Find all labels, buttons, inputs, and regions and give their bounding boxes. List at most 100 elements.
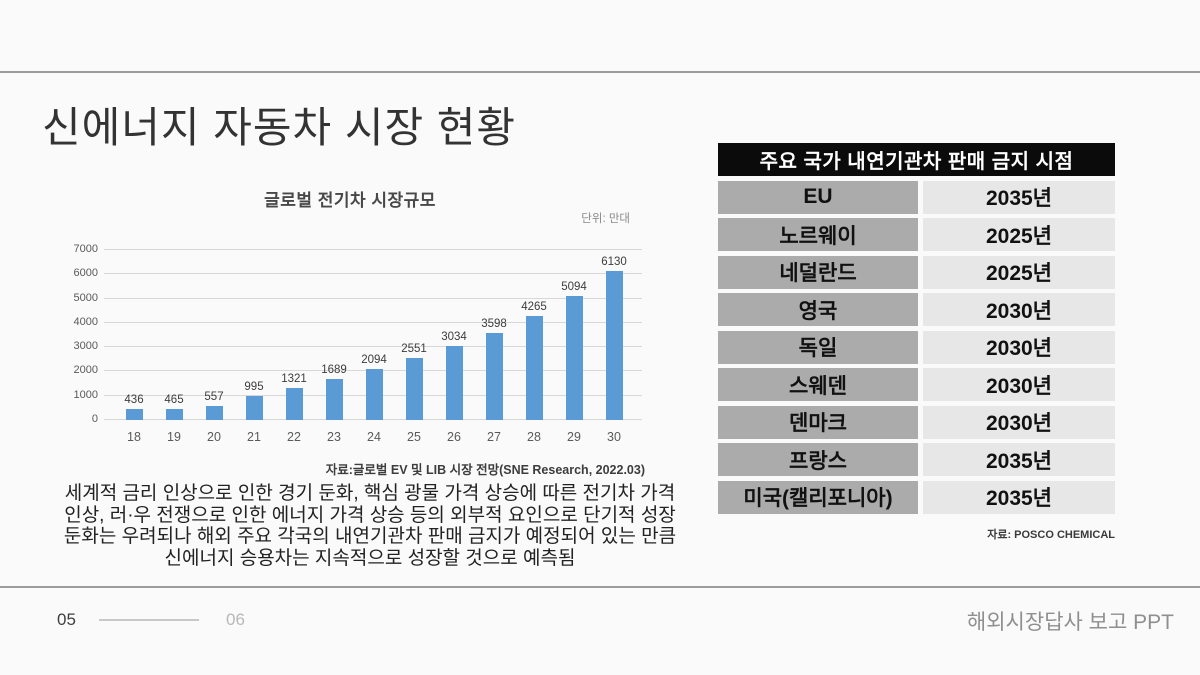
bar [485,332,503,420]
bottom-divider-line [0,586,1200,588]
bar [245,395,263,420]
table-row: 덴마크 2030년 [718,405,1115,439]
y-tick-label: 1000 [73,388,98,401]
bar [605,271,623,420]
bar-group: 1689 23 [314,250,354,444]
x-tick-label: 29 [567,430,581,444]
x-tick-label: 22 [287,430,301,444]
x-tick-label: 20 [207,430,221,444]
bar-value-label: 3034 [441,331,467,344]
x-tick-label: 19 [167,430,181,444]
table-row: 네덜란드 2025년 [718,255,1115,289]
gridline [104,346,642,348]
ice-ban-table: 주요 국가 내연기관차 판매 금지 시점 EU 2035년 노르웨이 2025년 네덜란… [718,143,1115,542]
bar-value-label: 436 [124,394,144,407]
chart-unit-label: 단위: 만대 [581,213,630,225]
bar-group: 465 19 [154,250,194,444]
year-cell: 2030년 [923,368,1115,401]
country-cell: 영국 [718,293,918,326]
x-tick-label: 27 [487,430,501,444]
x-tick-label: 25 [407,430,421,444]
bar-group: 1321 22 [274,250,314,444]
bar [165,408,183,420]
y-tick-label: 6000 [73,267,98,280]
x-tick-label: 21 [247,430,261,444]
bar-value-label: 995 [244,380,264,393]
y-tick-label: 2000 [73,364,98,377]
bar-group: 3598 27 [474,250,514,444]
bar-value-label: 6130 [601,256,627,269]
country-cell: 프랑스 [718,443,918,476]
bar-value-label: 3598 [481,317,507,330]
bar-value-label: 557 [204,391,224,404]
gridline [104,249,642,250]
y-tick-label: 4000 [73,315,98,328]
year-cell: 2025년 [923,218,1115,251]
page-number-next: 06 [226,610,245,629]
country-cell: 덴마크 [718,405,918,439]
table-header: 주요 국가 내연기관차 판매 금지 시점 [718,143,1115,176]
page-number-current: 05 [57,610,76,629]
table-row: 프랑스 2035년 [718,443,1115,476]
gridline [104,297,642,299]
chart-source-note: 자료:글로벌 EV 및 LIB 시장 전망(SNE Research, 2022… [325,463,645,477]
bar-group: 2551 25 [394,250,434,444]
x-tick-label: 28 [527,430,541,444]
bar [445,346,463,420]
table-source-note: 자료: POSCO CHEMICAL [987,528,1115,541]
bar-value-label: 5094 [561,281,587,294]
x-tick-label: 23 [327,430,341,444]
ev-market-bar-chart: 글로벌 전기차 시장규모 단위: 만대 0 1000 2000 3000 4000 500… [40,183,660,477]
bar-group: 2094 24 [354,250,394,444]
bar-value-label: 4265 [521,301,547,314]
x-tick-label: 26 [447,430,461,444]
year-cell: 2025년 [923,255,1115,289]
footer-doc-title: 해외시장답사 보고 PPT [966,611,1174,634]
year-cell: 2030년 [923,330,1115,364]
x-tick-label: 18 [127,430,141,444]
gridline [104,273,642,275]
bar [325,378,343,420]
year-cell: 2030년 [923,293,1115,326]
table-row: 영국 2030년 [718,293,1115,326]
table-row: 독일 2030년 [718,330,1115,364]
bar [405,358,423,420]
country-cell: 노르웨이 [718,218,918,251]
bar-value-label: 1689 [321,363,347,376]
bar-value-label: 1321 [281,372,307,385]
bar [125,409,143,420]
country-cell: 미국(캘리포니아) [718,480,918,514]
bar-value-label: 2094 [361,354,387,367]
bar-group: 557 20 [194,250,234,444]
bar-value-label: 465 [164,393,184,406]
bar-value-label: 2551 [401,343,427,356]
page-title: 신에너지 자동차 시장 현황 [42,104,517,151]
bar-group: 6130 30 [594,250,634,444]
bar-group: 4265 28 [514,250,554,444]
y-tick-label: 7000 [73,243,98,255]
x-tick-label: 24 [367,430,381,444]
country-cell: EU [718,180,918,214]
bar-group: 5094 29 [554,250,594,444]
commentary-text: 세계적 금리 인상으로 인한 경기 둔화, 핵심 광물 가격 상승에 따른 전기… [63,483,677,569]
table-row: EU 2035년 [718,180,1115,214]
page-number-divider-line [99,619,199,621]
y-tick-label: 5000 [73,291,98,304]
bar [285,387,303,420]
year-cell: 2035년 [923,480,1115,514]
table-body: EU 2035년 노르웨이 2025년 네덜란드 2025년 영국 2030년 독일 2030년 스… [718,180,1115,514]
top-divider-line [0,71,1200,73]
bar [205,406,223,420]
table-row: 노르웨이 2025년 [718,218,1115,251]
bar-group: 3034 26 [434,250,474,444]
chart-bars: 436 18 465 19 557 20 995 21 1321 22 1689 23 2094 24 25… [104,250,642,444]
y-tick-label: 0 [91,413,98,425]
chart-plot: 436 18 465 19 557 20 995 21 1321 22 1689 23 2094 24 25… [104,249,642,444]
x-tick-label: 30 [607,430,621,444]
bar [565,296,583,420]
y-tick-label: 3000 [73,340,98,353]
gridline [104,321,642,323]
year-cell: 2035년 [923,180,1115,214]
bar [365,369,383,420]
